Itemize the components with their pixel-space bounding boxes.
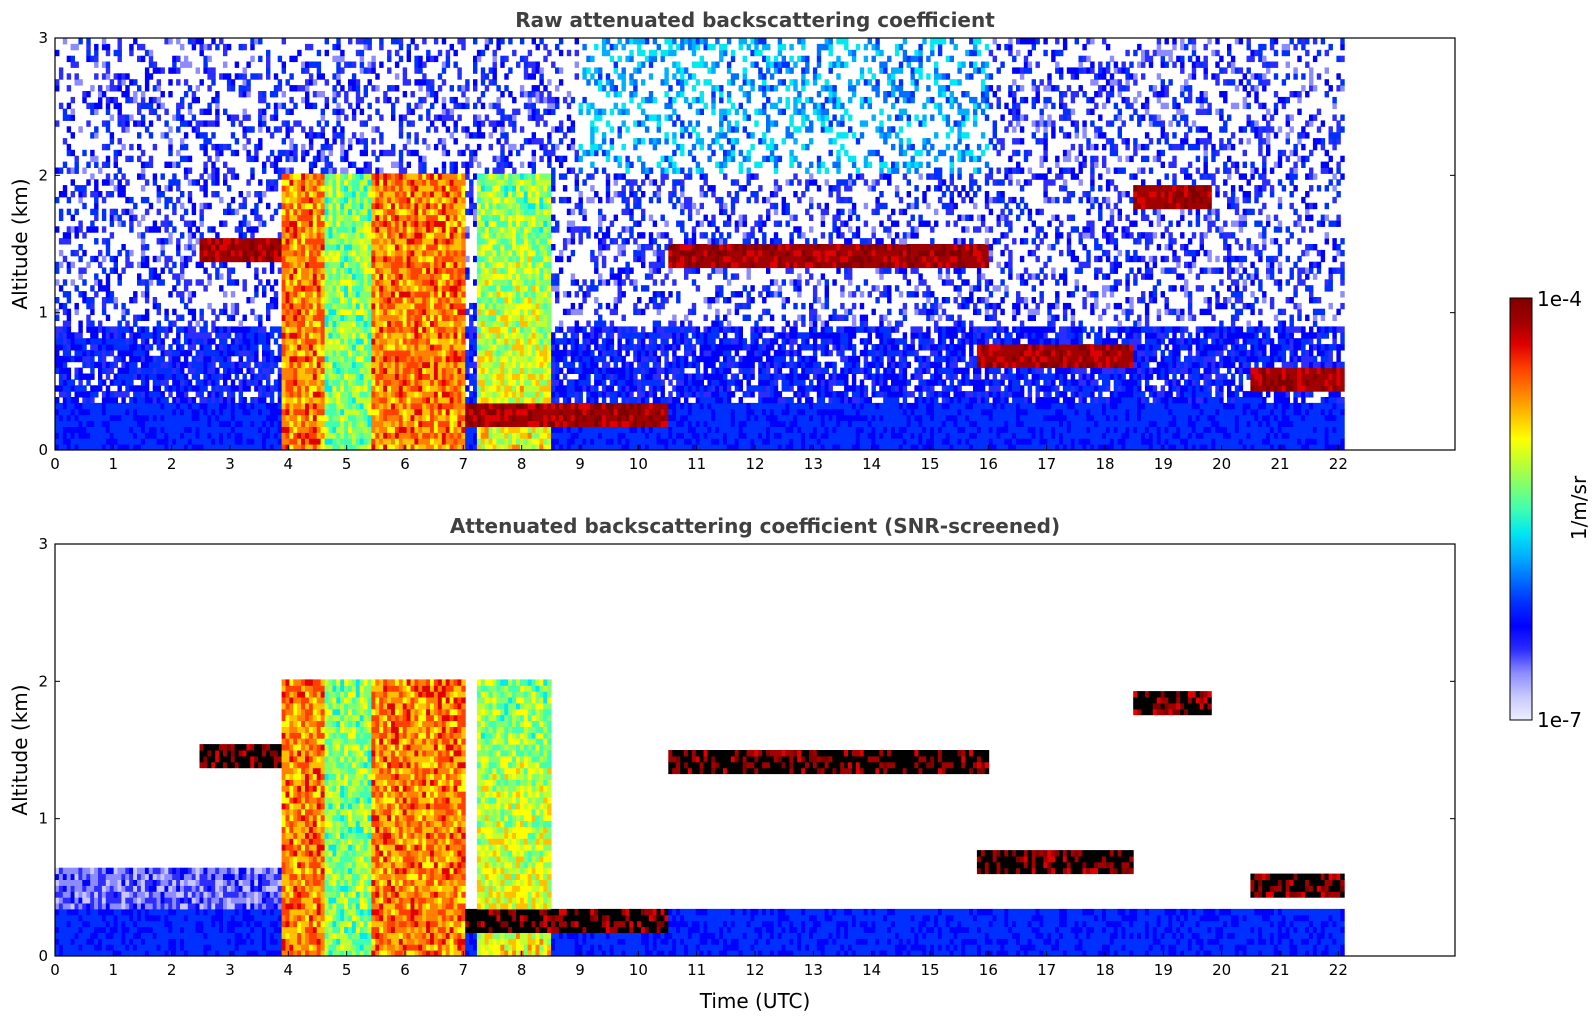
x-tick-label: 14 — [862, 961, 881, 979]
x-tick-label: 9 — [575, 455, 585, 473]
colorbar-gradient — [1509, 297, 1533, 721]
colorbar-max-label: 1e-4 — [1537, 287, 1582, 311]
x-tick-label: 18 — [1095, 455, 1114, 473]
x-tick-label: 13 — [804, 455, 823, 473]
x-tick-label: 6 — [400, 961, 410, 979]
x-tick-label: 20 — [1212, 961, 1231, 979]
y-tick-label: 0 — [38, 441, 48, 459]
y-tick-label: 0 — [38, 947, 48, 965]
x-axis-label: Time (UTC) — [699, 989, 811, 1013]
x-tick-label: 4 — [284, 455, 294, 473]
x-tick-label: 20 — [1212, 455, 1231, 473]
x-tick-label: 8 — [517, 455, 527, 473]
y-tick-label: 2 — [38, 166, 48, 184]
x-tick-label: 19 — [1154, 961, 1173, 979]
x-tick-label: 21 — [1270, 455, 1289, 473]
y-tick-label: 1 — [38, 304, 48, 322]
panel-raw: Raw attenuated backscattering coefficien… — [8, 8, 1456, 473]
x-tick-label: 16 — [979, 455, 998, 473]
x-tick-label: 12 — [745, 455, 764, 473]
x-tick-label: 13 — [804, 961, 823, 979]
panel-screened-heatmap — [55, 679, 1345, 956]
panel-screened-xticks: 0 1 2 3 4 5 6 7 8 9 10 11 12 13 14 15 16 17 18 19 20 21 22 — [50, 951, 1348, 979]
x-tick-label: 5 — [342, 455, 352, 473]
x-tick-label: 15 — [920, 961, 939, 979]
x-tick-label: 1 — [109, 455, 119, 473]
x-tick-label: 16 — [979, 961, 998, 979]
x-tick-label: 9 — [575, 961, 585, 979]
y-tick-label: 1 — [38, 810, 48, 828]
panel-screened-ylabel: Altitude (km) — [8, 684, 32, 815]
x-tick-label: 8 — [517, 961, 527, 979]
x-tick-label: 6 — [400, 455, 410, 473]
x-tick-label: 0 — [50, 961, 60, 979]
x-tick-label: 17 — [1037, 961, 1056, 979]
x-tick-label: 2 — [167, 961, 177, 979]
x-tick-label: 3 — [225, 455, 235, 473]
panel-raw-heatmap — [55, 38, 1345, 450]
x-tick-label: 19 — [1154, 455, 1173, 473]
colorbar: 1e-4 1e-7 1/m/sr — [1509, 287, 1591, 732]
panel-raw-yticks: 0 1 2 3 — [38, 29, 1455, 459]
x-tick-label: 17 — [1037, 455, 1056, 473]
x-tick-label: 15 — [920, 455, 939, 473]
y-tick-label: 2 — [38, 672, 48, 690]
x-tick-label: 2 — [167, 455, 177, 473]
y-tick-label: 3 — [38, 535, 48, 553]
panel-screened-title: Attenuated backscattering coefficient (S… — [450, 514, 1060, 538]
panel-raw-ylabel: Altitude (km) — [8, 178, 32, 309]
panel-screened-yticks: 0 1 2 3 — [38, 535, 1455, 965]
x-tick-label: 12 — [745, 961, 764, 979]
y-tick-label: 3 — [38, 29, 48, 47]
x-tick-label: 7 — [459, 961, 469, 979]
x-tick-label: 11 — [687, 455, 706, 473]
x-tick-label: 5 — [342, 961, 352, 979]
x-tick-label: 1 — [109, 961, 119, 979]
panel-raw-title: Raw attenuated backscattering coefficien… — [515, 8, 995, 32]
x-tick-label: 4 — [284, 961, 294, 979]
x-tick-label: 0 — [50, 455, 60, 473]
panel-raw-xticks: 0 1 2 3 4 5 6 7 8 9 10 11 12 13 14 15 16 17 18 19 20 21 22 — [50, 445, 1348, 473]
panel-screened: Attenuated backscattering coefficient (S… — [8, 514, 1456, 1013]
x-tick-label: 10 — [629, 961, 648, 979]
x-tick-label: 18 — [1095, 961, 1114, 979]
x-tick-label: 14 — [862, 455, 881, 473]
x-tick-label: 22 — [1329, 455, 1348, 473]
x-tick-label: 11 — [687, 961, 706, 979]
x-tick-label: 7 — [459, 455, 469, 473]
x-tick-label: 3 — [225, 961, 235, 979]
x-tick-label: 22 — [1329, 961, 1348, 979]
x-tick-label: 10 — [629, 455, 648, 473]
colorbar-unit-label: 1/m/sr — [1567, 475, 1591, 540]
x-tick-label: 21 — [1270, 961, 1289, 979]
colorbar-min-label: 1e-7 — [1537, 708, 1582, 732]
